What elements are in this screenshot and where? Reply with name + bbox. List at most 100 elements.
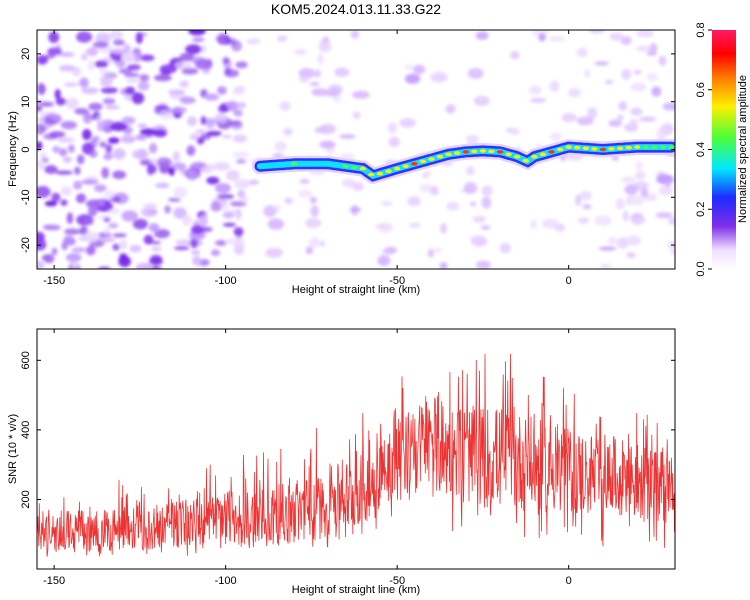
noise-blob xyxy=(118,68,132,74)
noise-blob xyxy=(472,215,487,223)
noise-blob xyxy=(113,39,125,46)
noise-blob xyxy=(620,36,632,45)
noise-blob xyxy=(382,247,397,255)
noise-blob xyxy=(99,237,116,243)
noise-blob xyxy=(110,48,128,55)
noise-blob xyxy=(639,116,657,122)
noise-blob xyxy=(594,61,609,66)
noise-blob xyxy=(205,58,213,69)
noise-blob xyxy=(37,99,43,108)
noise-blob xyxy=(121,52,136,63)
noise-blob xyxy=(480,225,491,230)
noise-blob xyxy=(67,144,75,153)
trace-core-point xyxy=(436,154,444,159)
x-tick-label: -100 xyxy=(215,275,237,287)
noise-blob xyxy=(232,151,250,159)
trace-core-point xyxy=(394,166,401,171)
noise-blob xyxy=(235,208,242,220)
noise-blob xyxy=(313,69,321,78)
noise-blob xyxy=(98,266,111,269)
trace-core-point xyxy=(316,162,324,166)
noise-blob xyxy=(352,111,361,120)
noise-blob xyxy=(92,41,109,49)
noise-blob xyxy=(156,157,172,168)
noise-blob xyxy=(174,245,190,251)
noise-blob xyxy=(73,180,82,190)
noise-blob xyxy=(88,102,103,111)
trace-core-point xyxy=(565,145,572,149)
noise-blob xyxy=(99,198,107,206)
trace-core-point xyxy=(599,147,607,152)
noise-blob xyxy=(298,68,315,79)
noise-blob xyxy=(44,224,61,231)
noise-blob xyxy=(40,152,47,158)
noise-blob xyxy=(568,87,581,98)
noise-blob xyxy=(37,82,45,92)
noise-blob xyxy=(646,51,658,56)
noise-blob xyxy=(150,240,161,245)
noise-blob xyxy=(63,234,74,246)
noise-blob xyxy=(135,32,143,44)
noise-blob xyxy=(140,128,158,135)
noise-blob xyxy=(662,102,675,111)
noise-blob xyxy=(135,262,153,269)
colorbar-gradient xyxy=(712,30,736,269)
y-tick-label: 20 xyxy=(20,48,32,60)
colorbar-tick-label: 0.8 xyxy=(695,22,707,37)
snr-series-line xyxy=(37,353,675,557)
noise-blob xyxy=(635,161,644,171)
noise-blob xyxy=(82,112,93,124)
trace-core-point xyxy=(462,150,469,154)
spectrogram-x-ticks: -150 -100 -50 0 xyxy=(43,30,572,287)
colorbar-ticks: 0.0 0.2 0.4 0.6 0.8 xyxy=(695,22,712,277)
y-tick-label: -20 xyxy=(20,237,32,253)
noise-blob xyxy=(48,31,60,43)
noise-blob xyxy=(594,215,612,226)
noise-blob xyxy=(608,119,623,127)
trace-core-point xyxy=(616,146,624,151)
noise-blob xyxy=(173,207,187,219)
noise-blob xyxy=(71,262,79,268)
noise-blob xyxy=(423,170,432,177)
noise-blob xyxy=(112,148,126,160)
noise-blob xyxy=(95,32,111,45)
trace-core-point xyxy=(368,172,375,177)
noise-blob xyxy=(239,195,249,204)
noise-blob xyxy=(113,192,129,204)
noise-blob xyxy=(86,199,103,208)
noise-blob xyxy=(112,243,120,251)
noise-blob xyxy=(131,92,145,105)
noise-blob xyxy=(635,171,646,180)
noise-blob xyxy=(167,89,186,95)
noise-blob xyxy=(37,55,48,65)
noise-blob xyxy=(37,185,51,198)
x-tick-label: -100 xyxy=(215,575,237,587)
noise-blob xyxy=(233,109,243,117)
noise-blob xyxy=(618,101,628,111)
trace-core-point xyxy=(531,154,538,159)
noise-blob xyxy=(655,212,674,219)
trace-core-point xyxy=(342,164,349,168)
noise-blob xyxy=(633,181,649,190)
noise-blob xyxy=(616,114,624,121)
noise-blob xyxy=(179,167,186,175)
noise-blob xyxy=(221,134,232,139)
noise-blob xyxy=(149,158,158,164)
trace-core-point xyxy=(539,152,547,157)
noise-blob xyxy=(188,30,206,36)
trace-core-point xyxy=(556,147,564,152)
noise-blob xyxy=(579,191,592,201)
noise-blob xyxy=(225,169,240,181)
noise-blob xyxy=(235,159,247,164)
noise-blob xyxy=(317,53,324,65)
noise-blob xyxy=(87,60,95,71)
noise-blob xyxy=(118,255,131,268)
noise-blob xyxy=(186,145,196,156)
noise-blob xyxy=(102,119,114,126)
noise-blob xyxy=(549,80,560,92)
noise-blob xyxy=(195,129,206,135)
noise-blob xyxy=(112,233,127,238)
noise-blob xyxy=(621,176,636,183)
noise-blob xyxy=(81,87,99,94)
trace-core-point xyxy=(668,145,675,149)
